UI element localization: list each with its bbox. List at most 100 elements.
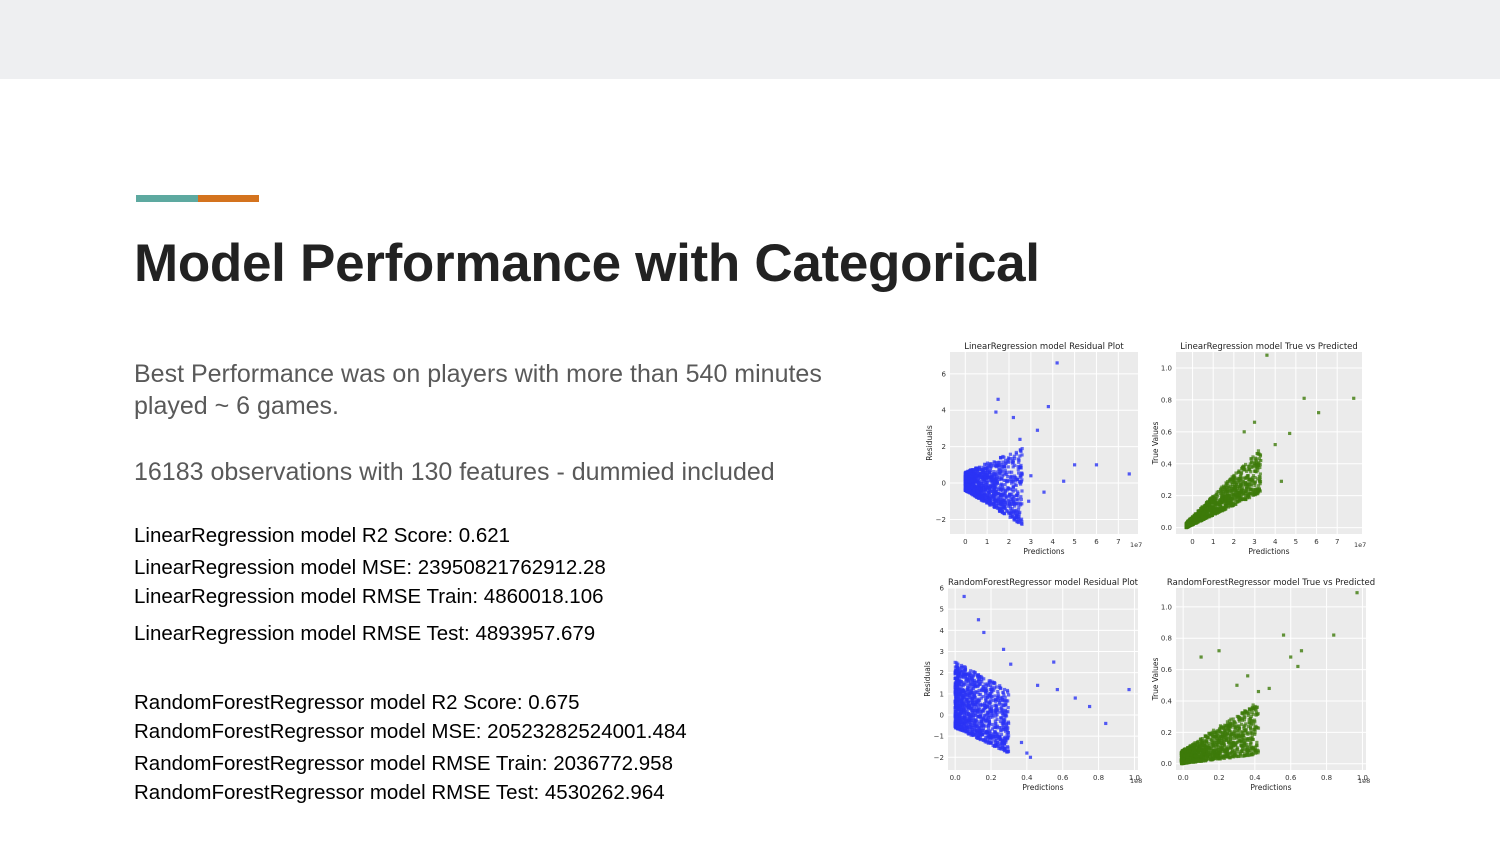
data-point [1249, 714, 1253, 718]
data-point [1249, 716, 1253, 721]
data-point [970, 716, 974, 721]
data-point [1003, 503, 1008, 507]
data-point [1017, 512, 1021, 516]
data-point [1222, 735, 1226, 739]
data-point [981, 486, 985, 490]
data-point [962, 594, 966, 599]
data-point [1279, 479, 1283, 483]
data-point [958, 709, 963, 714]
data-point [1242, 736, 1246, 740]
data-point [981, 499, 985, 503]
data-point [1238, 474, 1242, 478]
data-point [1249, 721, 1253, 726]
data-point [997, 475, 1002, 479]
x-tick-label: 1 [1211, 538, 1215, 546]
data-point [985, 500, 989, 504]
data-point [965, 487, 969, 491]
data-point [1281, 633, 1286, 637]
data-point [981, 717, 986, 721]
data-point [966, 683, 970, 687]
data-point [994, 483, 998, 487]
data-point [1008, 515, 1012, 519]
data-point [1225, 731, 1229, 735]
data-point [985, 497, 989, 501]
data-point [1241, 754, 1245, 758]
data-point [1212, 736, 1217, 740]
data-point [966, 472, 970, 476]
data-point [974, 494, 979, 498]
data-point [1188, 751, 1192, 755]
data-point [1235, 733, 1239, 738]
data-point [967, 732, 971, 736]
data-point [1220, 485, 1224, 489]
data-point [1242, 430, 1246, 434]
data-point [1252, 718, 1257, 722]
x-tick-label: 0.6 [1285, 774, 1297, 782]
data-point [1216, 745, 1221, 750]
data-point [1243, 490, 1248, 494]
data-point [1006, 498, 1011, 503]
data-point [1222, 494, 1227, 498]
data-point [1302, 396, 1306, 400]
data-point [970, 485, 974, 489]
data-point [1217, 740, 1221, 744]
data-point [1215, 490, 1219, 494]
data-point [1211, 743, 1215, 747]
data-point [1248, 725, 1253, 730]
data-point [1000, 696, 1004, 700]
data-point [1212, 751, 1216, 755]
data-point [987, 486, 992, 490]
data-point [994, 410, 998, 414]
data-point [1199, 508, 1203, 512]
data-point [971, 714, 975, 718]
data-point [1019, 495, 1023, 499]
data-point [1236, 747, 1240, 751]
y-tick-label: 6 [940, 585, 945, 593]
data-point [1127, 472, 1131, 476]
data-point [967, 671, 971, 675]
data-point [1332, 633, 1336, 637]
data-point [1001, 647, 1006, 651]
data-point [1220, 495, 1224, 499]
data-point [970, 710, 975, 714]
data-point [1190, 750, 1194, 754]
data-point [1252, 464, 1256, 468]
data-point [974, 722, 979, 726]
data-point [1254, 725, 1259, 729]
data-point [1012, 454, 1016, 458]
data-point [1225, 720, 1230, 724]
data-point [1000, 703, 1005, 707]
data-point [1258, 482, 1262, 486]
data-point [994, 474, 999, 478]
data-point [1196, 509, 1200, 513]
data-point [1200, 518, 1204, 522]
data-point [1253, 731, 1257, 735]
data-point [1000, 469, 1005, 473]
data-point [998, 483, 1003, 487]
data-point [1221, 489, 1225, 494]
data-point [1205, 735, 1209, 740]
data-point [1257, 452, 1261, 456]
data-point [1230, 745, 1234, 750]
data-point [980, 687, 984, 691]
data-point [994, 465, 999, 469]
data-point [960, 682, 964, 687]
data-point [1240, 486, 1245, 490]
data-point [963, 668, 967, 672]
data-point [987, 501, 991, 505]
data-point [1011, 415, 1015, 420]
data-point [1236, 754, 1240, 758]
chart-title: LinearRegression model Residual Plot [964, 342, 1124, 352]
data-point [953, 717, 957, 721]
data-point [1206, 502, 1210, 506]
data-point [1002, 742, 1006, 746]
data-point [1227, 498, 1232, 502]
data-point [1016, 520, 1021, 525]
data-point [1230, 721, 1235, 725]
data-point [961, 669, 965, 673]
data-point [981, 470, 986, 474]
data-point [1231, 717, 1235, 721]
data-point [1205, 751, 1209, 755]
data-point [1010, 475, 1014, 479]
